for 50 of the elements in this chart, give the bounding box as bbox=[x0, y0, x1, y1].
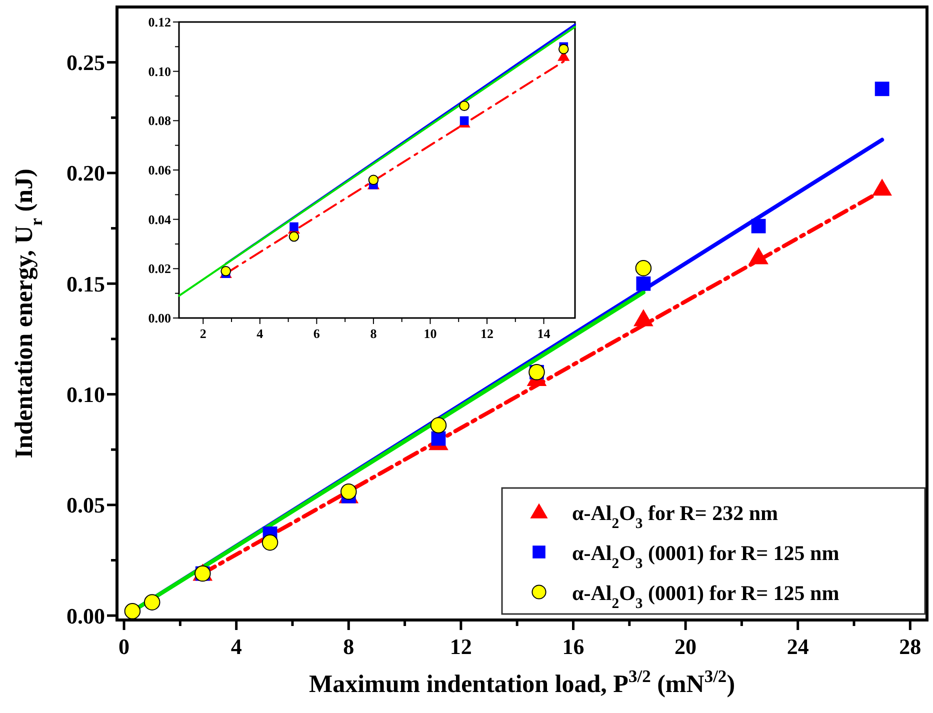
y-tick-label: 0.02 bbox=[148, 261, 171, 276]
x-tick-label: 12 bbox=[450, 634, 472, 659]
point bbox=[430, 417, 447, 434]
point bbox=[124, 603, 141, 620]
y-tick-label: 0.00 bbox=[66, 603, 105, 628]
point bbox=[748, 247, 768, 264]
x-tick-label: 16 bbox=[562, 634, 584, 659]
point bbox=[874, 82, 890, 96]
point bbox=[144, 594, 160, 610]
point bbox=[558, 44, 569, 54]
x-tick-label: 14 bbox=[537, 326, 551, 341]
x-tick-label: 4 bbox=[230, 634, 242, 659]
y-tick-label: 0.12 bbox=[148, 14, 171, 30]
point bbox=[460, 116, 469, 126]
x-tick-label: 24 bbox=[786, 634, 809, 659]
point bbox=[872, 178, 892, 196]
x-tick-label: 8 bbox=[370, 326, 378, 341]
y-tick-label: 0.10 bbox=[148, 64, 171, 79]
x-tick-label: 8 bbox=[343, 634, 354, 659]
point bbox=[751, 218, 766, 234]
y-tick-label: 0.05 bbox=[66, 492, 105, 518]
point bbox=[288, 231, 300, 242]
y-tick-label: 0.04 bbox=[148, 212, 172, 227]
point bbox=[636, 276, 651, 291]
legend-label: α-Al$_{2}$O$_{3}$ (0001) for R= 125 nm bbox=[572, 581, 840, 612]
x-tick-label: 6 bbox=[313, 326, 320, 341]
y-tick-label: 0.06 bbox=[148, 162, 172, 178]
legend-label: α-Al$_{2}$O$_{3}$ for R= 232 nm bbox=[572, 501, 778, 532]
point bbox=[290, 222, 298, 232]
point bbox=[635, 260, 652, 276]
y-tick-label: 0.25 bbox=[66, 50, 105, 76]
x-tick-label: 4 bbox=[256, 326, 264, 341]
point bbox=[368, 174, 379, 186]
point bbox=[459, 100, 470, 112]
y-tick-label: 0.00 bbox=[148, 310, 171, 326]
legend-label: α-Al$_{2}$O$_{3}$ (0001) for R= 125 nm bbox=[572, 541, 840, 572]
y-tick-label: 0.10 bbox=[66, 382, 105, 407]
x-tick-label: 10 bbox=[424, 326, 437, 341]
point bbox=[634, 309, 654, 326]
x-tick-label: 2 bbox=[200, 326, 206, 341]
y-tick-label: 0.15 bbox=[66, 271, 105, 296]
point bbox=[262, 534, 278, 551]
point bbox=[340, 483, 357, 500]
y-tick-label: 0.20 bbox=[66, 160, 105, 186]
x-tick-label: 28 bbox=[899, 634, 922, 659]
y-tick-label: 0.08 bbox=[148, 113, 172, 128]
x-tick-label: 0 bbox=[118, 634, 130, 659]
x-tick-label: 20 bbox=[674, 634, 697, 659]
x-axis-title: Maximum indentation load, P$^{3/2}$ (mN$^{3/2}$) bbox=[308, 666, 736, 698]
x-tick-label: 12 bbox=[480, 326, 494, 341]
